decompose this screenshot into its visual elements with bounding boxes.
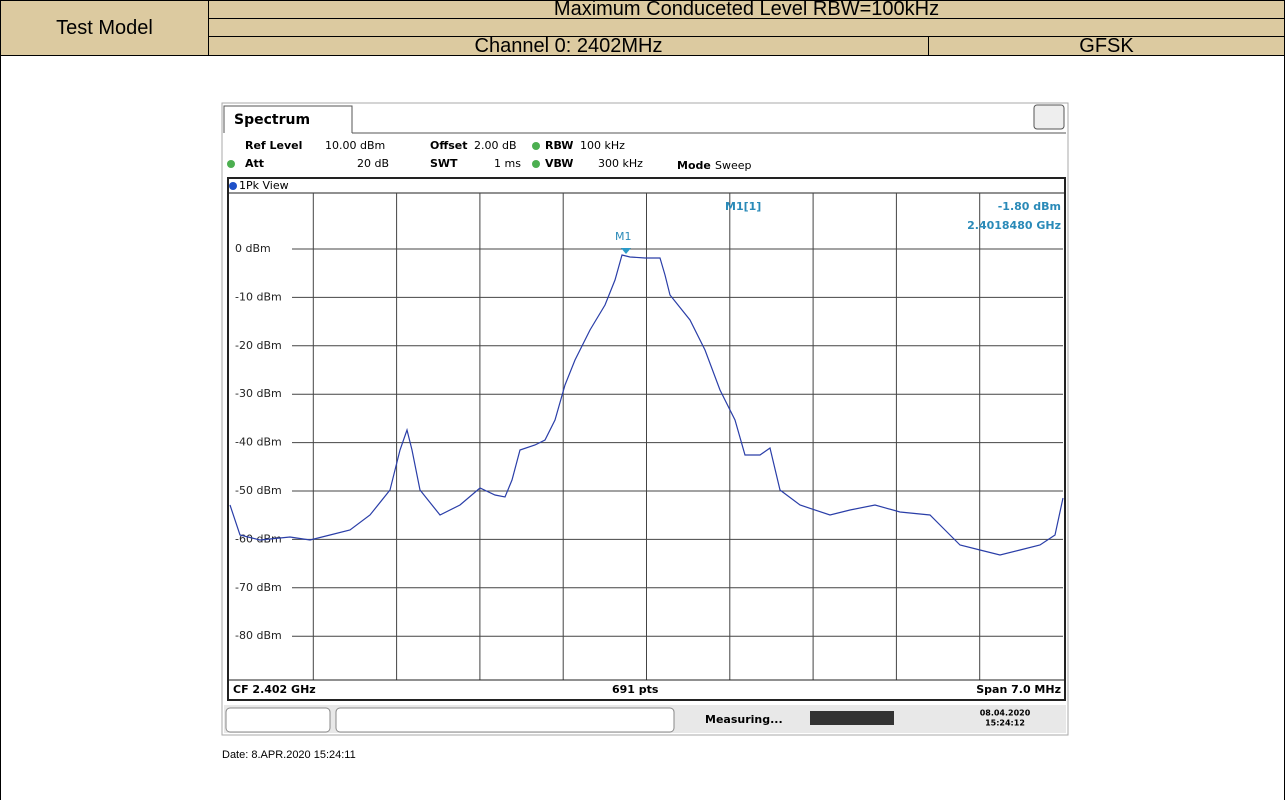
modulation: GFSK <box>928 35 1285 57</box>
view-label: 1Pk View <box>239 179 289 192</box>
marker-symbol <box>621 248 631 254</box>
value: 1 ms <box>494 157 521 170</box>
center-freq: CF 2.402 GHz <box>233 683 316 696</box>
y-label: 0 dBm <box>235 242 271 255</box>
y-label: -60 dBm <box>235 532 282 545</box>
frame <box>221 102 1069 736</box>
dot <box>227 160 235 168</box>
y-label: -80 dBm <box>235 629 282 642</box>
status: Measuring... <box>705 713 783 726</box>
label: Ref Level <box>245 139 302 152</box>
value: 10.00 dBm <box>325 139 385 152</box>
value: Sweep <box>715 159 752 172</box>
points: 691 pts <box>612 683 659 696</box>
tab <box>223 105 353 133</box>
status-date: 08.04.2020 <box>980 709 1031 718</box>
footer-date: Date: 8.APR.2020 15:24:11 <box>222 749 356 761</box>
dot <box>229 182 237 190</box>
plot-frame <box>227 177 1066 701</box>
marker-freq: 2.4018480 GHz <box>967 219 1061 232</box>
label: Mode <box>677 159 711 172</box>
trace <box>229 254 1064 556</box>
label: SWT <box>430 157 458 170</box>
y-label: -70 dBm <box>235 581 282 594</box>
value: 100 kHz <box>580 139 625 152</box>
label: Att <box>245 157 264 170</box>
status-box <box>225 707 331 733</box>
value: 2.00 dB <box>474 139 517 152</box>
dot <box>532 160 540 168</box>
marker-readout: M1[1] <box>725 200 761 213</box>
y-label: -30 dBm <box>235 387 282 400</box>
value: 20 dB <box>357 157 389 170</box>
label: RBW <box>545 139 573 152</box>
status-box <box>335 707 675 733</box>
label: VBW <box>545 157 573 170</box>
y-label: -20 dBm <box>235 339 282 352</box>
tab-label: Spectrum <box>234 112 310 128</box>
value: 300 kHz <box>598 157 643 170</box>
y-label: -50 dBm <box>235 484 282 497</box>
progress <box>810 711 894 725</box>
menu-icon <box>1033 104 1065 130</box>
row-label: Test Model <box>0 0 209 56</box>
dot <box>532 142 540 150</box>
y-label: -40 dBm <box>235 436 282 449</box>
marker-level: -1.80 dBm <box>998 200 1061 213</box>
y-label: -10 dBm <box>235 290 282 303</box>
marker-label: M1 <box>615 230 632 243</box>
label: Offset <box>430 139 468 152</box>
status-time: 15:24:12 <box>985 719 1025 728</box>
span: Span 7.0 MHz <box>976 683 1061 696</box>
